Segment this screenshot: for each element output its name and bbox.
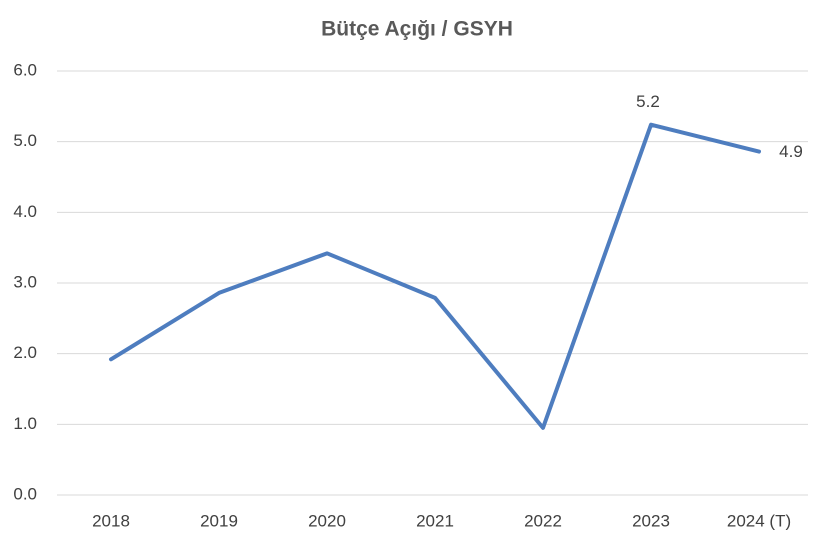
x-tick-label: 2023	[632, 511, 670, 530]
x-tick-label: 2024 (T)	[727, 511, 791, 530]
data-label: 4.9	[779, 142, 803, 161]
y-tick-label: 4.0	[13, 202, 37, 221]
y-tick-label: 2.0	[13, 343, 37, 362]
y-tick-label: 6.0	[13, 60, 37, 79]
line	[109, 122, 761, 430]
x-tick-label: 2020	[308, 511, 346, 530]
y-tick-label: 0.0	[13, 484, 37, 503]
x-tick-label: 2022	[524, 511, 562, 530]
x-tick-label: 2019	[200, 511, 238, 530]
x-tick-label: 2018	[92, 511, 130, 530]
chart-title: Bütçe Açığı / GSYH	[321, 18, 513, 41]
y-tick-label: 5.0	[13, 131, 37, 150]
y-tick-label: 1.0	[13, 414, 37, 433]
data-label: 5.2	[636, 92, 660, 111]
x-tick-label: 2021	[416, 511, 454, 530]
y-tick-label: 3.0	[13, 272, 37, 291]
